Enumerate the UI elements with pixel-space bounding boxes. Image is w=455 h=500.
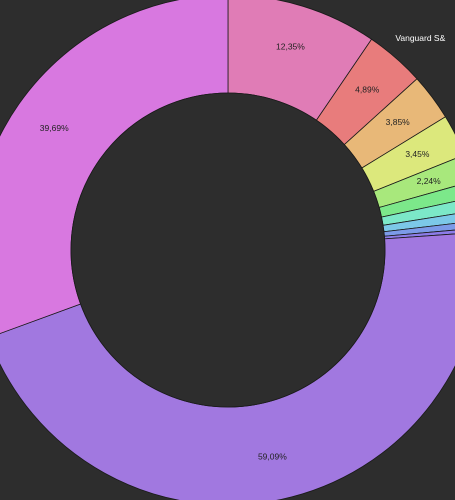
slice-name-label-4: Vanguard S& (395, 33, 445, 43)
donut-hole (70, 92, 386, 408)
slice-value-label-3: 12,35% (276, 42, 305, 52)
slice-value-label-1: 59,09% (258, 452, 287, 462)
slice-value-label-7: 2,24% (417, 176, 442, 186)
slice-value-label-4: 4,89% (355, 84, 380, 94)
slice-value-label-5: 3,85% (386, 117, 411, 127)
slice-value-label-2: 39,69% (40, 123, 69, 133)
slice-value-label-6: 3,45% (405, 149, 430, 159)
